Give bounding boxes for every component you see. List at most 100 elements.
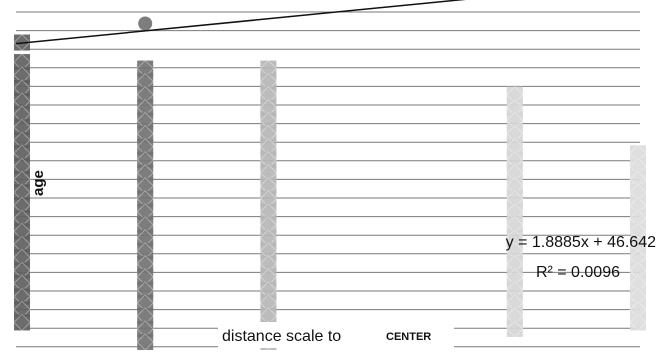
data-point (260, 73, 277, 90)
data-point (137, 294, 154, 311)
data-point (137, 164, 154, 181)
data-point (14, 197, 30, 214)
data-point (137, 216, 154, 233)
data-point (260, 164, 277, 181)
data-point (506, 164, 523, 181)
data-point (630, 184, 646, 201)
data-point (137, 320, 154, 337)
data-point (14, 67, 30, 84)
data-point (506, 307, 523, 324)
data-point (137, 99, 154, 116)
data-point (14, 80, 30, 97)
data-point (137, 138, 154, 155)
data-point (630, 262, 646, 279)
data-point (137, 242, 154, 259)
data-point (14, 184, 30, 201)
data-point (260, 216, 277, 233)
data-point (14, 262, 30, 279)
data-point (137, 73, 154, 90)
data-point (630, 171, 646, 188)
data-point (137, 151, 154, 168)
data-point (506, 177, 523, 194)
data-point (260, 255, 277, 272)
trendline-equation: y = 1.8885x + 46.642 (506, 234, 656, 251)
data-point (14, 119, 30, 136)
data-point-marker (629, 313, 647, 332)
data-point (260, 281, 277, 298)
data-point (14, 54, 30, 71)
data-point (506, 125, 523, 142)
data-point (137, 281, 154, 298)
trendline (15, 0, 467, 45)
data-point (14, 132, 30, 149)
data-point (137, 125, 154, 142)
data-point (14, 301, 30, 318)
data-point (14, 106, 30, 123)
data-point (506, 190, 523, 207)
data-point (260, 242, 277, 259)
data-point (14, 288, 30, 305)
trendline-r-squared: R² = 0.0096 (536, 264, 620, 281)
gridlines (16, 11, 640, 348)
data-point (14, 171, 30, 188)
data-point (137, 203, 154, 220)
data-point-outlier (138, 16, 153, 31)
data-point (506, 320, 523, 337)
data-point (14, 93, 30, 110)
data-point (260, 60, 277, 77)
data-point-marker (136, 333, 154, 351)
data-point-marker (506, 320, 524, 338)
data-point (260, 112, 277, 129)
data-point (506, 242, 523, 259)
data-point (630, 288, 646, 305)
data-point (137, 307, 154, 324)
data-point (630, 197, 646, 214)
data-point-marker (13, 313, 31, 332)
data-point (14, 236, 30, 253)
data-point (260, 268, 277, 285)
data-point (137, 229, 154, 246)
data-point (260, 190, 277, 207)
data-point (137, 177, 154, 194)
data-point (506, 203, 523, 220)
data-point (14, 158, 30, 175)
data-point (630, 301, 646, 318)
data-point (260, 177, 277, 194)
data-point (260, 125, 277, 142)
data-point (630, 275, 646, 292)
data-point (506, 268, 523, 285)
data-points (13, 16, 647, 351)
data-point (137, 86, 154, 103)
data-point (630, 223, 646, 240)
y-axis-label: age (30, 170, 47, 196)
data-point (630, 236, 646, 253)
data-point (14, 275, 30, 292)
data-point (506, 86, 523, 103)
data-point (630, 314, 646, 331)
data-point (137, 333, 154, 350)
data-point (506, 112, 523, 129)
data-point (260, 294, 277, 311)
data-point (14, 210, 30, 227)
data-point (137, 255, 154, 272)
data-point (137, 190, 154, 207)
data-point (137, 112, 154, 129)
data-point (14, 223, 30, 240)
data-point (260, 99, 277, 116)
data-point (14, 314, 30, 331)
data-point (630, 158, 646, 175)
x-axis-label: distance scale to CENTER (218, 322, 454, 348)
data-point (137, 268, 154, 285)
data-point (260, 151, 277, 168)
x-axis-label-suffix: CENTER (386, 331, 431, 343)
data-point (630, 145, 646, 162)
data-point (260, 86, 277, 103)
data-point (506, 294, 523, 311)
data-point (260, 307, 277, 324)
data-point (506, 151, 523, 168)
data-point (260, 203, 277, 220)
data-point (506, 99, 523, 116)
data-point (14, 145, 30, 162)
data-point (506, 255, 523, 272)
